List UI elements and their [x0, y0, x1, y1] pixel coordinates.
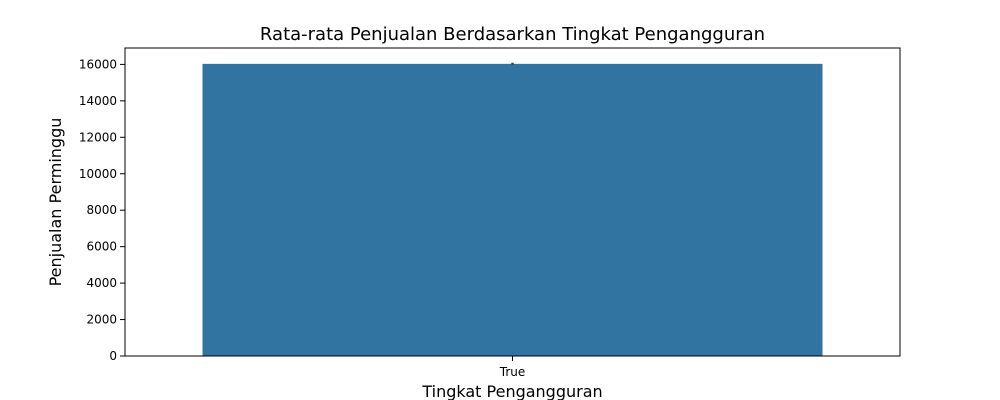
x-axis-ticks: True	[499, 356, 526, 379]
y-tick-label: 8000	[86, 203, 117, 217]
bar	[202, 63, 823, 356]
y-tick-label: 10000	[79, 167, 117, 181]
x-axis-label: Tingkat Pengangguran	[421, 382, 602, 400]
y-tick-label: 6000	[86, 240, 117, 254]
y-tick-label: 14000	[79, 94, 117, 108]
chart-title: Rata-rata Penjualan Berdasarkan Tingkat …	[260, 24, 765, 45]
y-tick-label: 12000	[79, 130, 117, 144]
bars-group	[202, 63, 823, 356]
y-tick-label: 4000	[86, 276, 117, 290]
y-axis-ticks: 0 2000 4000 6000 8000 10000 12000 14000 16000	[79, 57, 125, 363]
y-tick-label: 16000	[79, 57, 117, 71]
x-tick-label: True	[499, 365, 526, 379]
y-axis-label: Penjualan Perminggu	[46, 118, 65, 287]
y-tick-label: 0	[109, 349, 117, 363]
y-tick-label: 2000	[86, 313, 117, 327]
